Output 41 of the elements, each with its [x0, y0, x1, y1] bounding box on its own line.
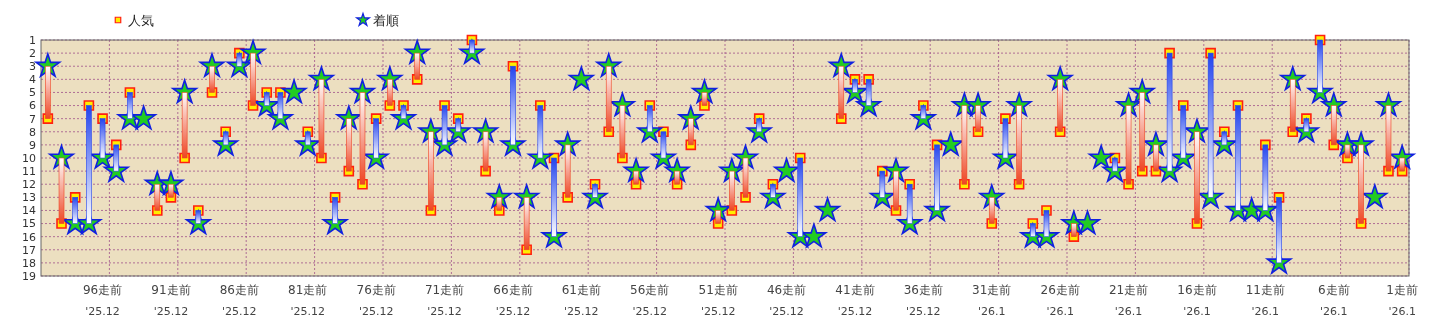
x-tick-label: 66走前 '25.12 — [493, 283, 533, 318]
y-tick-label: 13 — [22, 191, 36, 205]
x-tick-label: 31走前 '26.1 — [972, 283, 1012, 318]
x-tick-label: 11走前 '26.1 — [1245, 283, 1285, 318]
y-tick-label: 3 — [29, 60, 36, 74]
x-tick-label: 76走前 '25.12 — [356, 283, 396, 318]
y-tick-label: 8 — [29, 125, 36, 139]
legend-label: 着順 — [373, 12, 399, 28]
y-tick-label: 11 — [22, 164, 36, 178]
x-tick-label: 91走前 '25.12 — [151, 283, 191, 318]
y-tick-label: 9 — [29, 138, 36, 152]
x-tick-label: 6走前 '26.1 — [1317, 283, 1350, 318]
x-tick-label: 96走前 '25.12 — [82, 283, 123, 318]
x-tick-label: 51走前 '25.12 — [698, 283, 738, 318]
x-tick-label: 46走前 '25.12 — [766, 283, 807, 318]
y-tick-label: 17 — [22, 243, 36, 257]
y-tick-label: 18 — [22, 256, 36, 270]
y-tick-label: 12 — [22, 178, 36, 192]
y-tick-label: 16 — [22, 230, 36, 244]
x-tick-label: 86走前 '25.12 — [219, 283, 259, 318]
y-tick-label: 6 — [29, 99, 36, 113]
y-tick-label: 10 — [22, 151, 36, 165]
y-tick-label: 5 — [29, 86, 36, 100]
y-tick-label: 14 — [22, 204, 36, 218]
x-tick-label: 21走前 '26.1 — [1108, 283, 1149, 318]
y-tick-label: 4 — [29, 73, 36, 87]
x-tick-label: 81走前 '25.12 — [288, 283, 328, 318]
y-tick-label: 19 — [22, 269, 36, 283]
x-tick-label: 1走前 '26.1 — [1386, 283, 1418, 318]
y-tick-label: 7 — [29, 112, 36, 126]
x-tick-label: 71走前 '25.12 — [424, 283, 465, 318]
x-tick-label: 56走前 '25.12 — [630, 283, 670, 318]
x-tick-label: 36走前 '25.12 — [903, 283, 943, 318]
x-tick-label: 41走前 '25.12 — [835, 283, 875, 318]
x-tick-label: 26走前 '26.1 — [1040, 283, 1080, 318]
x-tick-label: 61走前 '25.12 — [561, 283, 601, 318]
legend-label: 人気 — [128, 12, 154, 28]
x-tick-label: 16走前 '26.1 — [1177, 283, 1217, 318]
y-tick-label: 1 — [29, 33, 36, 47]
y-tick-label: 15 — [22, 217, 36, 231]
y-tick-label: 2 — [29, 46, 36, 60]
